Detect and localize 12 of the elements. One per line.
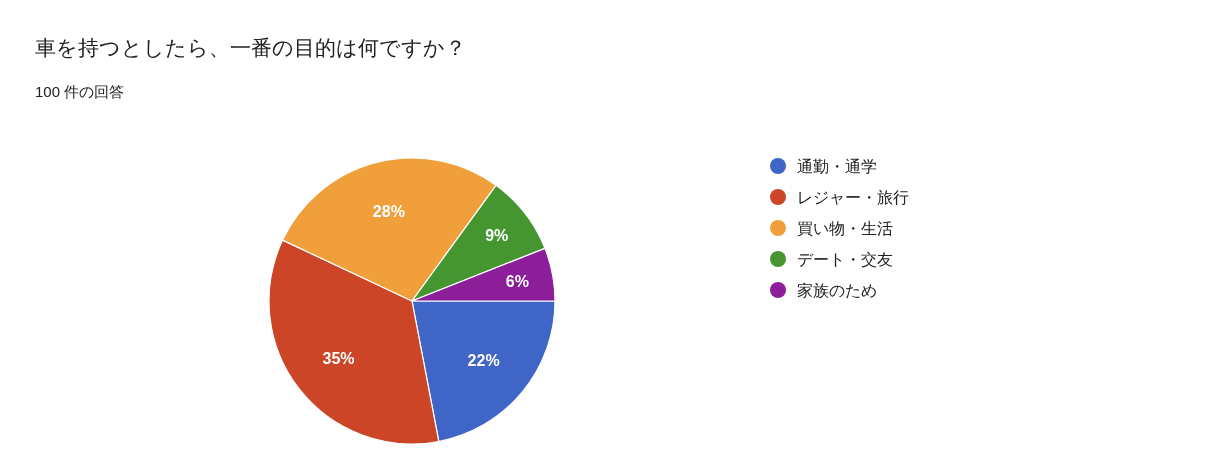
data-label: 9% (485, 227, 509, 245)
legend-label: レジャー・旅行 (797, 189, 909, 206)
chart-title: 車を持つとしたら、一番の目的は何ですか？ (35, 36, 466, 59)
data-label: 6% (505, 272, 529, 290)
data-label: 28% (372, 202, 405, 220)
legend-label: 家族のため (797, 282, 877, 299)
text: 100 件の回答 (35, 83, 125, 100)
data-label: 22% (467, 352, 500, 370)
legend-label: 買い物・生活 (797, 220, 893, 237)
legend-label: 通勤・通学 (797, 158, 877, 175)
legend-label: デート・交友 (797, 251, 893, 268)
data-label: 35% (322, 349, 355, 367)
